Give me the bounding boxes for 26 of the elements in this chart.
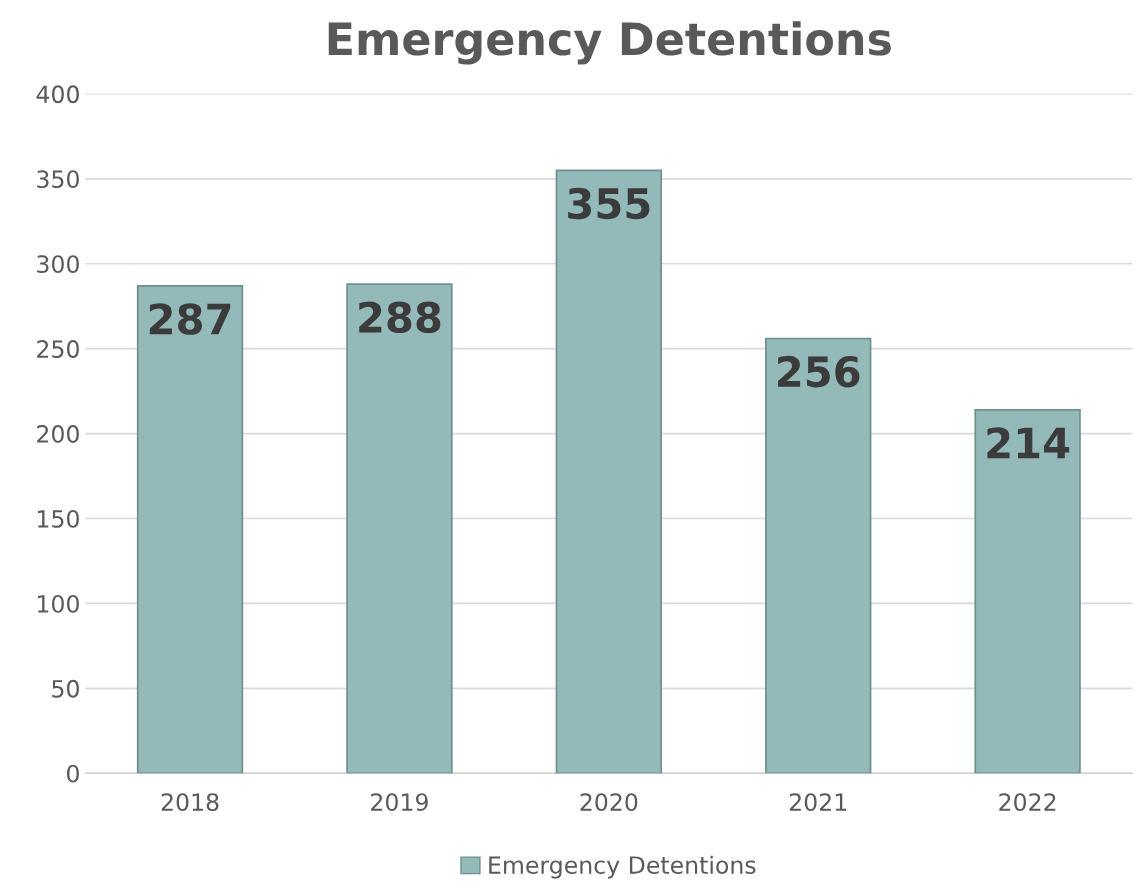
bar xyxy=(136,284,244,774)
data-label: 288 xyxy=(359,301,441,334)
chart-title: Emergency Detentions xyxy=(328,21,891,65)
x-tick-label: 2018 xyxy=(161,793,219,812)
y-tick-label: 150 xyxy=(38,509,79,528)
legend-label: Emergency Detentions xyxy=(489,855,756,879)
y-tick-label: 350 xyxy=(37,170,79,189)
y-tick-label: 300 xyxy=(37,255,79,274)
y-tick-label: 200 xyxy=(37,425,79,443)
y-tick-label: 50 xyxy=(52,679,79,698)
x-tick-label: 2020 xyxy=(580,793,638,812)
bar xyxy=(765,337,872,774)
data-label: 287 xyxy=(149,303,231,335)
data-label: 256 xyxy=(778,355,860,388)
y-tick-label: 250 xyxy=(37,340,79,358)
x-tick-label: 2021 xyxy=(789,793,847,812)
data-label: 214 xyxy=(987,427,1070,459)
y-tick-label: 400 xyxy=(36,85,79,104)
x-tick-label: 2022 xyxy=(999,793,1056,812)
x-tick-label: 2019 xyxy=(371,793,428,812)
bar xyxy=(346,283,453,774)
y-tick-label: 100 xyxy=(38,594,79,613)
bar xyxy=(555,169,663,774)
bar xyxy=(974,408,1081,774)
data-label: 355 xyxy=(568,187,650,220)
y-tick-label: 0 xyxy=(67,764,79,783)
